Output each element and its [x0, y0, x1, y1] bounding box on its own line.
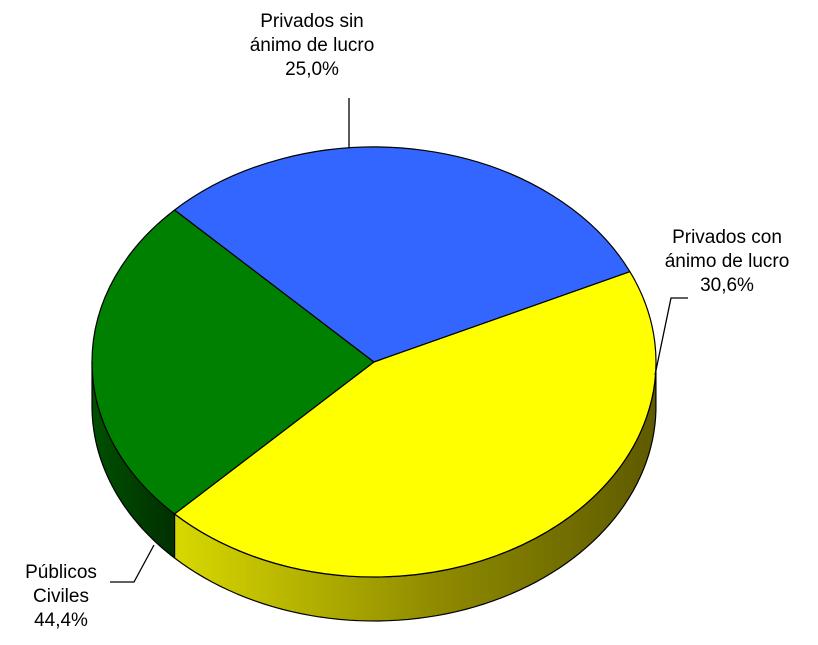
slice-label-privados-con-animo-de-lucro: Privados con ánimo de lucro 30,6% — [665, 227, 790, 296]
leader-line-publicos-civiles — [110, 544, 155, 583]
slice-name-label-line: Privados con — [672, 227, 782, 248]
slice-name-label-line: Públicos — [25, 562, 97, 583]
slice-labels: Privados sin ánimo de lucro 25,0%Privados … — [25, 11, 789, 631]
slice-name-label-line: ánimo de lucro — [665, 251, 790, 272]
slice-name-label-line: Privados sin — [260, 11, 364, 32]
label-leaders — [110, 98, 688, 583]
slice-percent-label: 30,6% — [700, 275, 754, 296]
slice-label-privados-sin-animo-de-lucro: Privados sin ánimo de lucro 25,0% — [250, 11, 375, 80]
slice-name-label-line: Civiles — [33, 586, 89, 607]
slice-percent-label: 25,0% — [285, 59, 339, 80]
pie-slice-publicos-civiles — [174, 271, 657, 578]
slice-percent-label: 44,4% — [34, 610, 88, 631]
slice-label-publicos-civiles: Públicos Civiles 44,4% — [25, 562, 97, 631]
pie-tops — [91, 146, 657, 578]
pie-slice-privados-sin-animo-de-lucro — [91, 209, 375, 515]
pie-slice-privados-con-animo-de-lucro — [174, 146, 631, 363]
slice-name-label-line: ánimo de lucro — [250, 35, 375, 56]
leader-line-privados-con-animo-de-lucro — [654, 297, 688, 376]
